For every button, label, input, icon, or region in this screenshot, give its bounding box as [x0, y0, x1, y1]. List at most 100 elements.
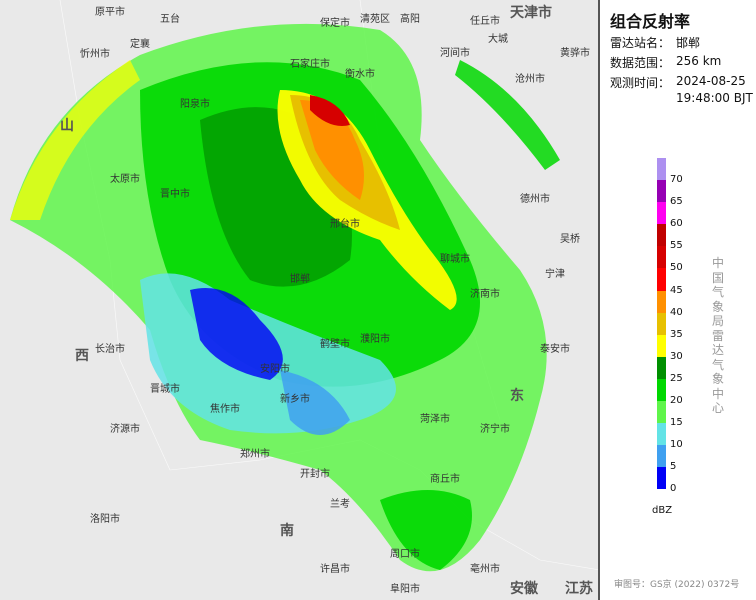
date-value: 2024-08-25 — [676, 74, 746, 88]
place-label: 安阳市 — [260, 364, 290, 375]
place-label: 周口市 — [390, 549, 420, 560]
place-label: 晋城市 — [150, 384, 180, 395]
info-panel: 组合反射率 雷达站名： 邯郸 数据范围： 256 km 观测时间： 2024-08-2… — [602, 0, 756, 600]
legend-tick: 70 — [670, 174, 683, 185]
place-label: 阜阳市 — [390, 584, 420, 595]
legend-tick: 65 — [670, 196, 683, 208]
legend-tick: 0 — [670, 483, 677, 495]
legend-swatch — [657, 202, 666, 225]
legend-tick: 45 — [670, 284, 683, 296]
echo-west-arc — [10, 60, 140, 220]
station-row: 雷达站名： 邯郸 — [610, 34, 700, 51]
organization-label: 中国气象局雷达气象中心 — [712, 256, 725, 415]
place-label: 山 — [60, 118, 74, 134]
legend-swatch — [657, 180, 666, 203]
place-label: 大城 — [488, 34, 508, 45]
legend-swatch — [657, 467, 666, 490]
place-label: 吴桥 — [560, 234, 580, 245]
time-label: 观测时间： — [610, 76, 671, 90]
place-label: 五台 — [160, 14, 180, 25]
radar-echo-layer — [10, 0, 598, 572]
place-label: 太原市 — [110, 174, 140, 185]
place-label: 沧州市 — [515, 74, 545, 85]
place-label: 聊城市 — [440, 254, 470, 265]
place-label: 济宁市 — [480, 424, 510, 435]
place-label: 兰考 — [330, 499, 350, 510]
legend-tick: 15 — [670, 417, 683, 429]
approval-number: 审图号：GS京 (2022) 0372号 — [614, 580, 740, 590]
legend-swatch — [657, 334, 666, 357]
place-label: 南 — [280, 523, 294, 539]
place-label: 菏泽市 — [420, 414, 450, 425]
place-label: 德州市 — [520, 194, 550, 205]
legend-swatch — [657, 290, 666, 313]
legend-swatch — [657, 356, 666, 379]
place-label: 石家庄市 — [290, 59, 330, 70]
place-label: 晋中市 — [160, 189, 190, 200]
legend-tick: 30 — [670, 350, 683, 362]
legend-tick: 60 — [670, 218, 683, 230]
legend-swatch — [657, 158, 666, 181]
station-value: 邯郸 — [676, 36, 701, 50]
place-label: 商丘市 — [430, 474, 460, 485]
legend-tick: 20 — [670, 395, 683, 406]
legend-swatch — [657, 268, 666, 291]
time-row: 观测时间： 2024-08-25 — [610, 74, 746, 91]
place-label: 高阳 — [400, 14, 420, 25]
legend-tick: 40 — [670, 306, 683, 318]
legend-swatch — [657, 378, 666, 402]
place-label: 东 — [510, 388, 524, 404]
place-label: 濮阳市 — [360, 334, 390, 345]
place-label: 安徽 — [510, 581, 538, 597]
place-label: 长治市 — [95, 344, 125, 355]
place-label: 郑州市 — [240, 449, 270, 460]
echo-blue — [190, 288, 283, 380]
legend-tick: 5 — [670, 461, 677, 473]
range-row: 数据范围： 256 km — [610, 54, 721, 71]
place-label: 西 — [75, 348, 89, 364]
legend-swatch — [657, 246, 666, 269]
legend-tick: 25 — [670, 372, 683, 384]
range-label: 数据范围： — [610, 56, 671, 70]
place-label: 保定市 — [320, 18, 350, 29]
legend-tick: 35 — [670, 328, 683, 340]
radar-map[interactable]: 天津市 原平市五台 保定市 清苑区 高阳 任丘市大城忻州市 定襄石家庄市衡水市 河间市沧州市 黄… — [0, 0, 600, 600]
legend-tick: 50 — [670, 262, 683, 274]
echo-lightblue — [280, 370, 350, 435]
place-label: 邢台市 — [330, 219, 360, 230]
place-label: 河间市 — [440, 48, 470, 59]
place-label: 江苏 — [565, 581, 593, 597]
legend-swatch — [657, 224, 666, 247]
range-value: 256 km — [676, 54, 722, 68]
echo-orange — [300, 100, 364, 200]
place-label: 鹤壁市 — [320, 339, 350, 350]
time-value: 19:48:00 BJT — [676, 91, 753, 105]
product-title: 组合反射率 — [610, 12, 691, 31]
place-label: 清苑区 — [360, 14, 390, 25]
place-label: 衡水市 — [345, 69, 375, 80]
place-label: 亳州市 — [470, 564, 500, 575]
legend-swatch — [657, 401, 666, 424]
dbz-colorbar — [657, 158, 666, 490]
legend-tick: 55 — [670, 240, 683, 252]
place-label: 定襄 — [130, 39, 150, 50]
station-label: 雷达站名： — [610, 36, 671, 50]
place-label: 邯郸 — [290, 274, 310, 285]
place-label: 黄骅市 — [560, 48, 590, 59]
legend-swatch — [657, 445, 666, 468]
place-label: 泰安市 — [540, 344, 570, 355]
place-label: 济南市 — [470, 289, 500, 300]
place-label: 许昌市 — [320, 564, 350, 575]
echo-northeast — [455, 60, 560, 170]
place-label: 阳泉市 — [180, 99, 210, 110]
echo-south — [380, 490, 472, 570]
place-label: 任丘市 — [470, 16, 500, 27]
legend-unit: dBZ — [652, 505, 673, 516]
place-label: 忻州市 — [80, 49, 110, 60]
place-label: 天津市 — [510, 5, 552, 21]
place-label: 宁津 — [545, 269, 565, 280]
echo-red — [310, 95, 350, 126]
legend-swatch — [657, 423, 666, 446]
place-label: 济源市 — [110, 424, 140, 435]
place-label: 原平市 — [95, 7, 125, 18]
